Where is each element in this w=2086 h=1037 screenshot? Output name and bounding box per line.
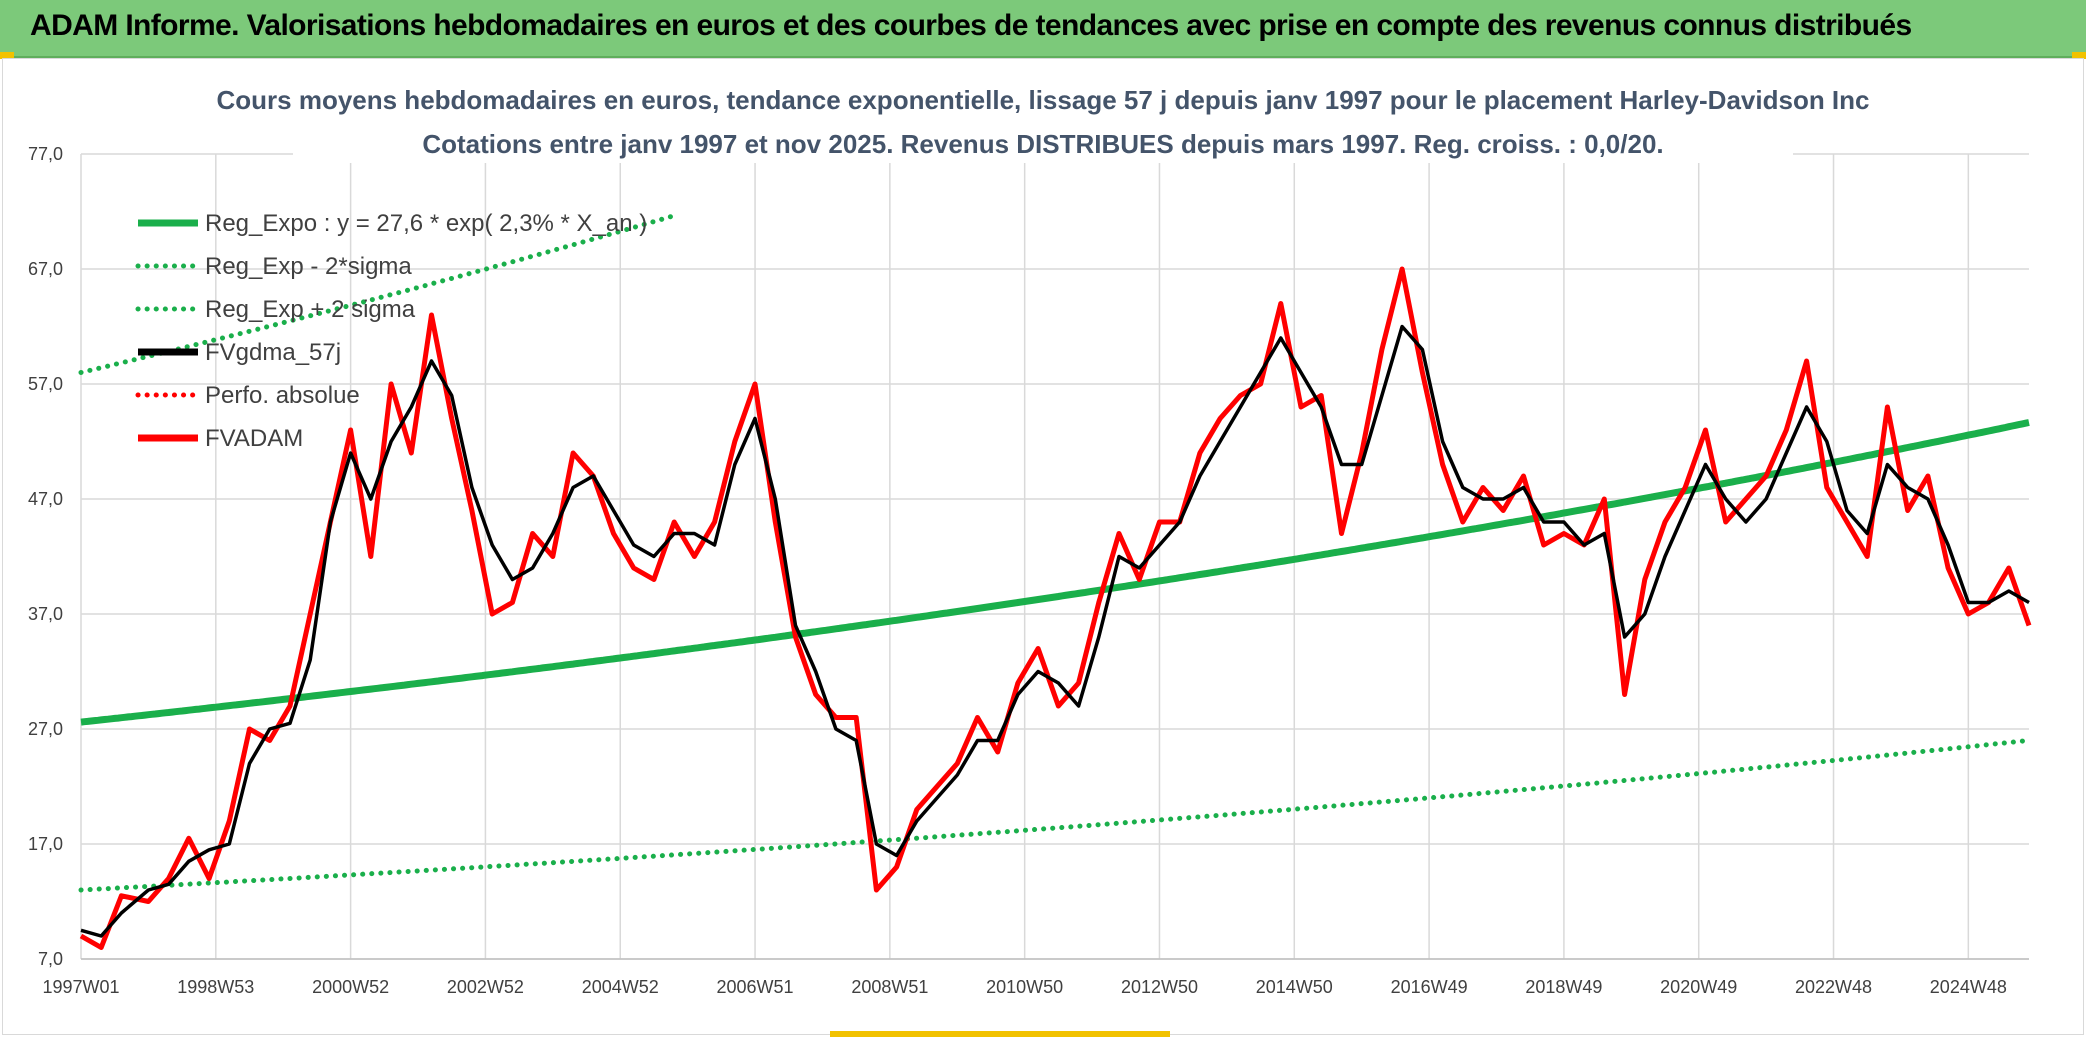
legend-label: Reg_Expo : y = 27,6 * exp( 2,3% * X_an ): [205, 210, 647, 237]
corner-mark-right: [2072, 52, 2086, 59]
corner-mark-left: [0, 52, 14, 59]
legend-label: Perfo. absolue: [205, 382, 360, 409]
x-tick-label: 2004W52: [582, 977, 659, 997]
legend: Reg_Expo : y = 27,6 * exp( 2,3% * X_an )…: [135, 210, 647, 452]
series-layer: [78, 213, 2032, 950]
x-tick-label: 2020W49: [1660, 977, 1737, 997]
x-tick-label: 2012W50: [1121, 977, 1198, 997]
x-tick-label: 2002W52: [447, 977, 524, 997]
y-tick-label: 37,0: [28, 604, 63, 624]
series-reg-expo: [80, 419, 2030, 726]
report-header: ADAM Informe. Valorisations hebdomadaire…: [0, 0, 2086, 58]
series-fvgdma-57j: [80, 324, 2030, 938]
y-tick-label: 67,0: [28, 259, 63, 279]
legend-label: FVADAM: [205, 425, 303, 452]
grid: [80, 153, 2029, 960]
x-tick-label: 2000W52: [312, 977, 389, 997]
x-tick-label: 2016W49: [1391, 977, 1468, 997]
chart: 7,017,027,037,047,057,067,077,0 1997W01 1…: [28, 65, 2032, 997]
y-tick-label: 17,0: [28, 834, 63, 854]
x-tick-label: 1997W01: [42, 977, 119, 997]
x-tick-label: 2024W48: [1930, 977, 2007, 997]
x-tick-label: 2010W50: [986, 977, 1063, 997]
legend-label: Reg_Exp - 2*sigma: [205, 253, 412, 280]
x-tick-label: 2022W48: [1795, 977, 1872, 997]
series-reg-exp-2-sigma: [78, 737, 2032, 893]
y-tick-label: 7,0: [38, 949, 63, 969]
legend-label: FVgdma_57j: [205, 339, 341, 366]
y-tick-label: 27,0: [28, 719, 63, 739]
x-tick-label: 2008W51: [851, 977, 928, 997]
y-tick-label: 47,0: [28, 489, 63, 509]
y-axis: 7,0 17,0 27,0 37,0 47,0 57,0 67,0 77,0: [28, 144, 63, 969]
x-tick-label: 2014W50: [1256, 977, 1333, 997]
x-tick-label: 2018W49: [1525, 977, 1602, 997]
y-tick-label: 57,0: [28, 374, 63, 394]
bottom-accent: [830, 1031, 1170, 1037]
x-axis: 1997W01 1998W53 2000W52 2002W52 2004W52 2006W…: [42, 958, 2029, 997]
chart-subtitle: Cotations entre janv 1997 et nov 2025. R…: [422, 129, 1663, 159]
x-tick-label: 1998W53: [177, 977, 254, 997]
chart-frame: 7,0 17,0 27,0 37,0 47,0 57,0 67,0 77,0 1997W01 1…: [2, 58, 2084, 1035]
title-box: [293, 65, 1793, 163]
y-tick-label: 77,0: [28, 144, 63, 164]
x-tick-label: 2006W51: [717, 977, 794, 997]
report-title: ADAM Informe. Valorisations hebdomadaire…: [30, 9, 1912, 42]
series-fvadam: [79, 266, 2032, 950]
chart-title: Cours moyens hebdomadaires en euros, ten…: [216, 85, 1869, 115]
legend-label: Reg_Exp + 2 sigma: [205, 296, 416, 323]
